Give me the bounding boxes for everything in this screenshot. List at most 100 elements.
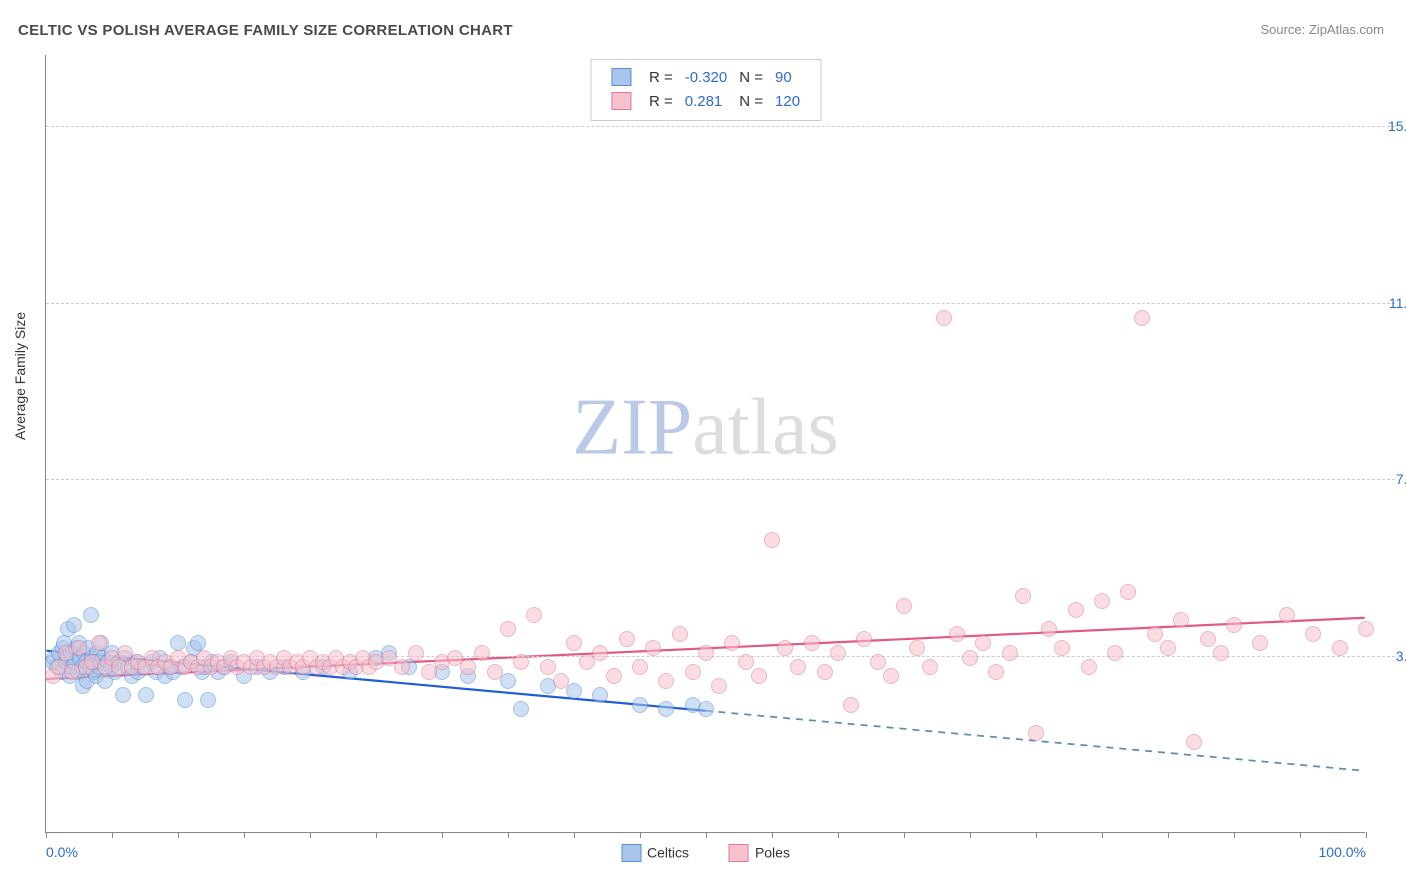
celtics-r-value: -0.320 bbox=[679, 66, 734, 90]
celtics-swatch-bottom bbox=[621, 844, 641, 862]
data-point-celtics bbox=[500, 673, 516, 689]
data-point-poles bbox=[804, 635, 820, 651]
x-tick bbox=[574, 832, 575, 838]
y-tick-label: 3.75 bbox=[1396, 648, 1406, 664]
data-point-poles bbox=[592, 645, 608, 661]
poles-swatch-bottom bbox=[729, 844, 749, 862]
data-point-poles bbox=[883, 668, 899, 684]
poles-swatch bbox=[611, 92, 631, 110]
x-tick bbox=[178, 832, 179, 838]
data-point-poles bbox=[1160, 640, 1176, 656]
data-point-poles bbox=[1213, 645, 1229, 661]
data-point-poles bbox=[474, 645, 490, 661]
data-point-poles bbox=[830, 645, 846, 661]
gridline-h bbox=[46, 126, 1395, 127]
data-point-celtics bbox=[632, 697, 648, 713]
x-tick bbox=[376, 832, 377, 838]
data-point-celtics bbox=[658, 701, 674, 717]
data-point-poles bbox=[1134, 310, 1150, 326]
data-point-poles bbox=[856, 631, 872, 647]
data-point-poles bbox=[817, 664, 833, 680]
x-tick bbox=[1300, 832, 1301, 838]
data-point-poles bbox=[658, 673, 674, 689]
legend-row-celtics: R = -0.320 N = 90 bbox=[605, 66, 806, 90]
data-point-poles bbox=[764, 532, 780, 548]
source-prefix: Source: bbox=[1260, 22, 1308, 37]
data-point-poles bbox=[540, 659, 556, 675]
poles-r-value: 0.281 bbox=[679, 90, 734, 114]
data-point-poles bbox=[91, 635, 107, 651]
data-point-poles bbox=[1305, 626, 1321, 642]
poles-label: Poles bbox=[755, 845, 790, 861]
x-tick bbox=[772, 832, 773, 838]
chart-title: CELTIC VS POLISH AVERAGE FAMILY SIZE COR… bbox=[18, 22, 513, 39]
data-point-celtics bbox=[200, 692, 216, 708]
x-tick bbox=[1366, 832, 1367, 838]
data-point-poles bbox=[698, 645, 714, 661]
data-point-poles bbox=[500, 621, 516, 637]
y-axis-label: Average Family Size bbox=[12, 312, 28, 440]
data-point-celtics bbox=[566, 683, 582, 699]
data-point-celtics bbox=[115, 687, 131, 703]
data-point-poles bbox=[909, 640, 925, 656]
data-point-poles bbox=[645, 640, 661, 656]
data-point-celtics bbox=[698, 701, 714, 717]
data-point-poles bbox=[843, 697, 859, 713]
x-tick bbox=[1168, 832, 1169, 838]
x-tick bbox=[46, 832, 47, 838]
data-point-poles bbox=[1226, 617, 1242, 633]
data-point-poles bbox=[1120, 584, 1136, 600]
x-tick bbox=[640, 832, 641, 838]
data-point-poles bbox=[566, 635, 582, 651]
data-point-poles bbox=[724, 635, 740, 651]
celtics-n-value: 90 bbox=[769, 66, 806, 90]
data-point-poles bbox=[1173, 612, 1189, 628]
legend-row-poles: R = 0.281 N = 120 bbox=[605, 90, 806, 114]
r-label: R = bbox=[643, 66, 679, 90]
data-point-poles bbox=[1094, 593, 1110, 609]
data-point-poles bbox=[408, 645, 424, 661]
data-point-poles bbox=[1200, 631, 1216, 647]
series-legend: Celtics Poles bbox=[603, 844, 808, 864]
data-point-poles bbox=[1015, 588, 1031, 604]
data-point-celtics bbox=[592, 687, 608, 703]
data-point-poles bbox=[553, 673, 569, 689]
celtics-swatch bbox=[611, 68, 631, 86]
data-point-poles bbox=[1002, 645, 1018, 661]
legend-item-celtics: Celtics bbox=[621, 844, 689, 864]
x-tick bbox=[838, 832, 839, 838]
data-point-poles bbox=[711, 678, 727, 694]
n-label: N = bbox=[733, 66, 769, 90]
data-point-poles bbox=[513, 654, 529, 670]
data-point-poles bbox=[738, 654, 754, 670]
data-point-poles bbox=[1252, 635, 1268, 651]
data-point-poles bbox=[1107, 645, 1123, 661]
correlation-legend: R = -0.320 N = 90 R = 0.281 N = 120 bbox=[590, 59, 821, 121]
data-point-poles bbox=[949, 626, 965, 642]
y-tick-label: 15.00 bbox=[1388, 118, 1406, 134]
data-point-poles bbox=[922, 659, 938, 675]
data-point-poles bbox=[870, 654, 886, 670]
data-point-poles bbox=[685, 664, 701, 680]
data-point-poles bbox=[632, 659, 648, 675]
data-point-celtics bbox=[513, 701, 529, 717]
legend-item-poles: Poles bbox=[729, 844, 790, 864]
x-tick bbox=[112, 832, 113, 838]
x-tick bbox=[442, 832, 443, 838]
gridline-h bbox=[46, 303, 1395, 304]
data-point-poles bbox=[936, 310, 952, 326]
data-point-celtics bbox=[66, 617, 82, 633]
n-label: N = bbox=[733, 90, 769, 114]
data-point-poles bbox=[1279, 607, 1295, 623]
x-tick bbox=[1234, 832, 1235, 838]
data-point-celtics bbox=[177, 692, 193, 708]
celtics-label: Celtics bbox=[647, 845, 689, 861]
data-point-celtics bbox=[138, 687, 154, 703]
data-point-poles bbox=[460, 659, 476, 675]
y-tick-label: 11.25 bbox=[1389, 295, 1406, 311]
source-link[interactable]: ZipAtlas.com bbox=[1309, 22, 1384, 37]
data-point-poles bbox=[526, 607, 542, 623]
data-point-poles bbox=[1054, 640, 1070, 656]
x-tick bbox=[244, 832, 245, 838]
data-point-poles bbox=[751, 668, 767, 684]
